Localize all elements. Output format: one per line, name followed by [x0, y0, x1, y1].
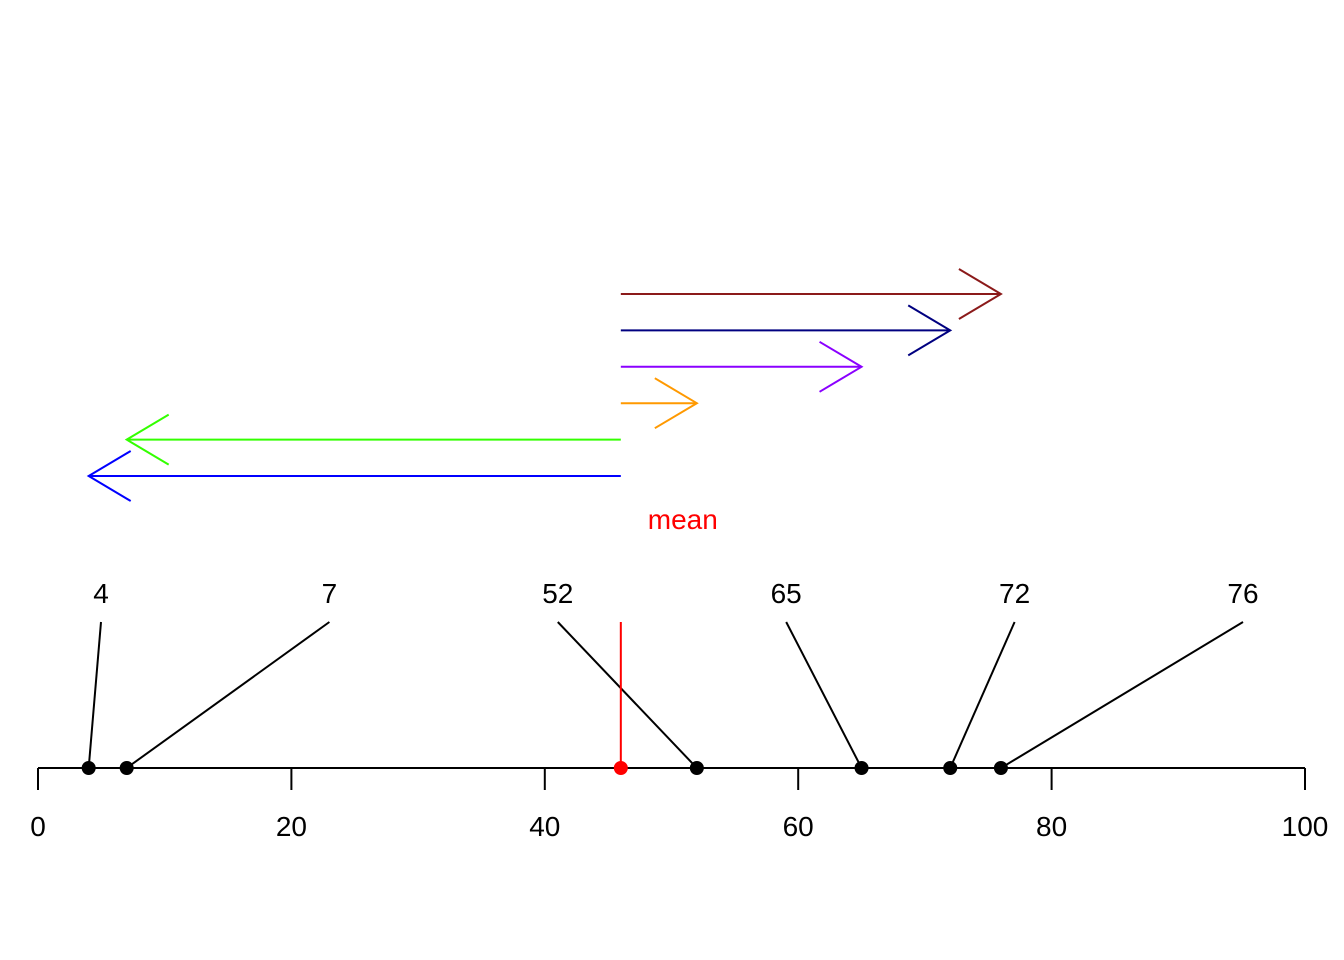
data-point [119, 761, 134, 775]
x-tick-label: 100 [1282, 811, 1329, 842]
deviation-arrow [86, 450, 621, 502]
data-point [81, 761, 96, 775]
arrow-head [124, 413, 170, 466]
value-label: 76 [1227, 578, 1258, 609]
arrow-head [907, 304, 953, 357]
x-tick-label: 60 [783, 811, 814, 842]
arrow-head [86, 450, 132, 502]
x-axis: 0 20 40 60 80 100 [30, 767, 1329, 842]
value-label: 65 [771, 578, 802, 609]
value-label: 72 [999, 578, 1030, 609]
value-label: 4 [93, 578, 109, 609]
deviation-arrow [620, 340, 864, 393]
data-point [993, 761, 1008, 775]
deviation-arrow [124, 413, 621, 466]
deviation-arrow [620, 377, 699, 430]
x-tick-label: 20 [276, 811, 307, 842]
data-point [689, 761, 704, 775]
deviation-arrows [86, 268, 1003, 502]
mean-label: mean [648, 504, 718, 535]
label-connector [126, 621, 330, 769]
data-point [854, 761, 869, 775]
x-tick-label: 40 [529, 811, 560, 842]
label-connector [557, 621, 698, 769]
mean-point [613, 761, 628, 775]
value-label: 7 [322, 578, 338, 609]
arrow-head [958, 268, 1003, 320]
label-connector [785, 621, 863, 769]
label-connector [949, 621, 1016, 769]
label-connector [1000, 621, 1244, 769]
value-label: 52 [542, 578, 573, 609]
deviation-arrow [620, 304, 953, 357]
data-point [943, 761, 958, 775]
arrow-head [654, 377, 699, 430]
value-labels: 4 7 52 65 72 76 [93, 578, 1258, 609]
deviation-arrow [620, 268, 1003, 320]
arrow-head [819, 340, 864, 393]
label-connectors [87, 621, 1244, 769]
x-tick-label: 0 [30, 811, 46, 842]
data-points [81, 761, 1008, 775]
label-connector [87, 621, 102, 769]
x-tick-label: 80 [1036, 811, 1067, 842]
